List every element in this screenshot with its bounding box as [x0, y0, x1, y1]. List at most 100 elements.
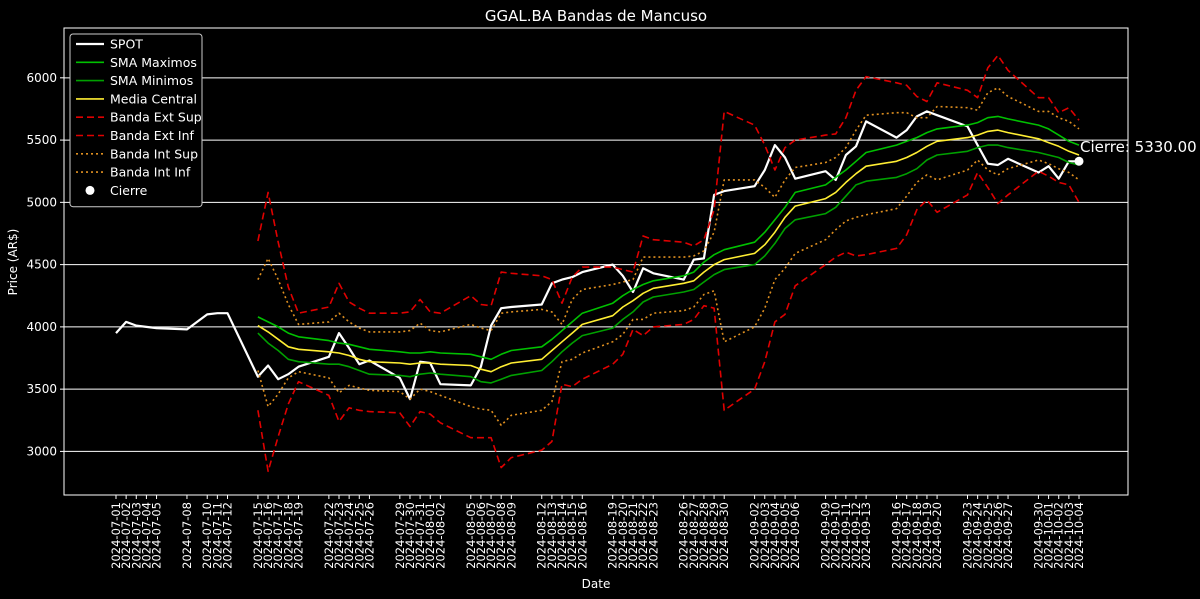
x-tick-label: 2024-08-06 — [474, 502, 488, 569]
x-tick-label: 2024-07-19 — [291, 502, 305, 569]
y-tick-label: 3000 — [26, 444, 57, 458]
x-tick-label: 2024-08-14 — [555, 502, 569, 569]
x-tick-label: 2024-08-16 — [575, 502, 589, 569]
legend-label-cierre: Cierre — [110, 183, 148, 198]
x-tick-label: 2024-08-27 — [687, 502, 701, 569]
x-tick-label: 2024-07-15 — [251, 502, 265, 569]
series-line-sma-maximos — [257, 115, 1080, 361]
x-tick-label: 2024-09-13 — [859, 502, 873, 569]
x-tick-label: 2024-09-03 — [758, 502, 772, 569]
legend-label-media-central: Media Central — [110, 91, 197, 106]
x-tick-label: 2024-07-25 — [352, 502, 366, 569]
legend-label-banda-ext-inf: Banda Ext Inf — [110, 128, 195, 143]
x-tick-label: 2024-10-03 — [1062, 502, 1076, 569]
x-tick-label: 2024-07-30 — [403, 502, 417, 569]
x-tick-label: 2024-07-08 — [180, 502, 194, 569]
x-tick-label: 2024-07-01 — [109, 502, 123, 569]
x-tick-label: 2024-08-12 — [535, 502, 549, 569]
x-tick-label: 2024-08-20 — [616, 502, 630, 569]
x-tick-label: 2024-07-05 — [150, 502, 164, 569]
x-tick-label: 2024-07-16 — [261, 502, 275, 569]
x-tick-label: 2024-08-30 — [717, 502, 731, 569]
x-tick-label: 2024-10-02 — [1052, 502, 1066, 569]
x-tick-label: 2024-07-29 — [393, 502, 407, 569]
x-tick-label: 2024-07-23 — [332, 502, 346, 569]
x-tick-label: 2024-08-09 — [504, 502, 518, 569]
series-line-banda-ext-inf — [257, 170, 1080, 473]
x-tick-label: 2024-08-29 — [707, 502, 721, 569]
legend-label-banda-int-inf: Banda Int Inf — [110, 165, 191, 180]
cierre-annotation: Cierre: 5330.00 — [1080, 138, 1197, 156]
x-tick-label: 2024-09-26 — [991, 502, 1005, 569]
plot-frame — [63, 27, 1129, 496]
x-tick-label: 2024-08-02 — [433, 502, 447, 569]
y-axis: 3000 3500 4000 4500 5000 5500 6000 — [26, 71, 64, 458]
x-tick-label: 2024-07-26 — [362, 502, 376, 569]
x-tick-label: 2024-09-16 — [890, 502, 904, 569]
y-tick-label: 5500 — [26, 133, 57, 147]
x-tick-label: 2024-07-10 — [200, 502, 214, 569]
x-tick-label: 2024-07-03 — [129, 502, 143, 569]
legend-swatch-cierre — [85, 185, 95, 195]
x-axis: 2024-07-012024-07-022024-07-032024-07-04… — [109, 495, 1086, 569]
series-line-spot — [115, 110, 1079, 401]
x-tick-label: 2024-08-26 — [677, 502, 691, 569]
x-tick-label: 2024-08-15 — [565, 502, 579, 569]
x-tick-label: 2024-07-12 — [221, 502, 235, 569]
x-tick-label: 2024-09-05 — [778, 502, 792, 569]
x-tick-label: 2024-09-02 — [748, 502, 762, 569]
x-tick-label: 2024-09-23 — [960, 502, 974, 569]
x-tick-label: 2024-09-24 — [971, 502, 985, 569]
x-tick-label: 2024-08-28 — [697, 502, 711, 569]
x-tick-label: 2024-09-04 — [768, 502, 782, 569]
x-tick-label: 2024-10-04 — [1072, 502, 1086, 569]
x-tick-label: 2024-09-10 — [829, 502, 843, 569]
legend-label-sma-maximos: SMA Maximos — [110, 55, 197, 70]
x-tick-label: 2024-07-02 — [119, 502, 133, 569]
series-line-sma-minimos — [257, 144, 1080, 384]
x-tick-label: 2024-10-01 — [1042, 502, 1056, 569]
x-tick-label: 2024-07-31 — [413, 502, 427, 569]
x-tick-label: 2024-09-09 — [819, 502, 833, 569]
x-tick-label: 2024-09-11 — [839, 502, 853, 569]
legend-label-spot: SPOT — [110, 37, 143, 52]
x-tick-label: 2024-09-27 — [1001, 502, 1015, 569]
y-axis-label: Price (AR$) — [6, 229, 20, 296]
x-tick-label: 2024-07-18 — [281, 502, 295, 569]
legend-label-banda-int-sup: Banda Int Sup — [110, 146, 198, 161]
x-tick-label: 2024-08-05 — [464, 502, 478, 569]
x-tick-label: 2024-08-07 — [484, 502, 498, 569]
x-tick-label: 2024-08-21 — [626, 502, 640, 569]
legend: SPOT SMA Maximos SMA Minimos Media Central B… — [69, 33, 203, 208]
x-tick-label: 2024-09-19 — [920, 502, 934, 569]
x-tick-label: 2024-08-01 — [423, 502, 437, 569]
x-tick-label: 2024-07-22 — [322, 502, 336, 569]
y-tick-label: 4000 — [26, 320, 57, 334]
series-layer — [115, 54, 1084, 473]
x-tick-label: 2024-08-23 — [646, 502, 660, 569]
y-tick-label: 3500 — [26, 382, 57, 396]
legend-label-banda-ext-sup: Banda Ext Sup — [110, 110, 202, 125]
x-tick-label: 2024-09-17 — [900, 502, 914, 569]
x-tick-label: 2024-09-30 — [1031, 502, 1045, 569]
x-tick-label: 2024-07-17 — [271, 502, 285, 569]
x-tick-label: 2024-08-19 — [606, 502, 620, 569]
series-line-banda-int-sup — [257, 87, 1080, 333]
y-tick-label: 4500 — [26, 258, 57, 272]
x-tick-label: 2024-09-06 — [788, 502, 802, 569]
cierre-point — [1074, 156, 1084, 166]
y-tick-label: 5000 — [26, 195, 57, 209]
x-tick-label: 2024-08-22 — [636, 502, 650, 569]
legend-box — [69, 33, 203, 208]
x-tick-label: 2024-07-11 — [210, 502, 224, 569]
x-tick-label: 2024-07-24 — [342, 502, 356, 569]
series-line-banda-ext-sup — [257, 54, 1080, 314]
x-tick-label: 2024-09-20 — [930, 502, 944, 569]
x-tick-label: 2024-09-18 — [910, 502, 924, 569]
x-tick-label: 2024-09-25 — [981, 502, 995, 569]
x-tick-label: 2024-07-04 — [139, 502, 153, 569]
y-tick-label: 6000 — [26, 71, 57, 85]
legend-label-sma-minimos: SMA Minimos — [110, 73, 193, 88]
x-axis-label: Date — [582, 577, 611, 591]
